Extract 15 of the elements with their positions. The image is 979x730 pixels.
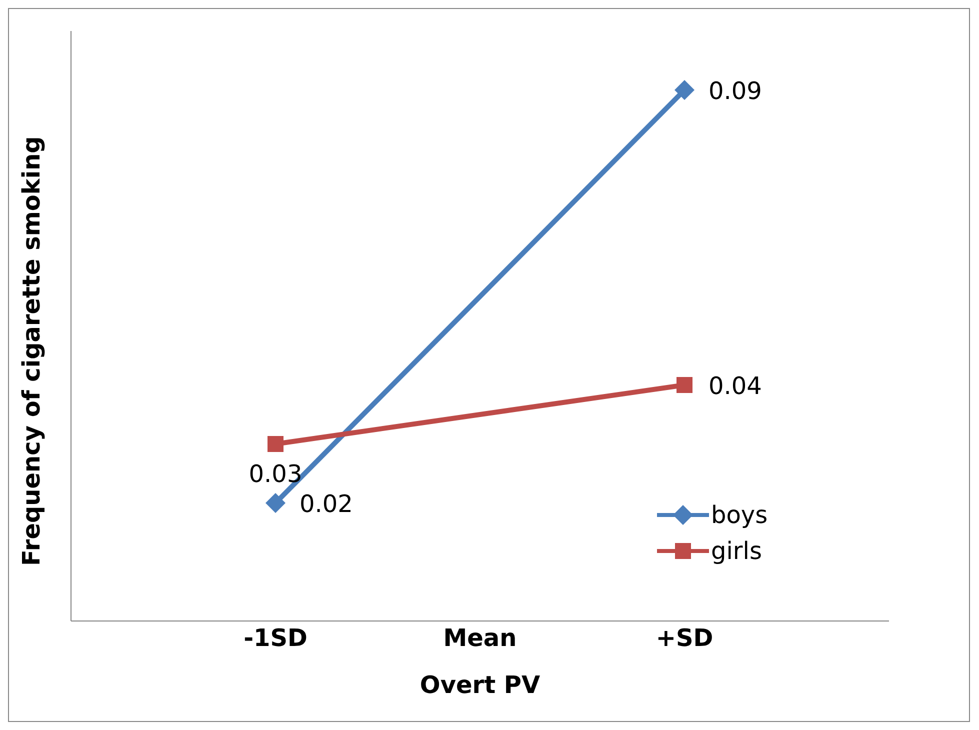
point [266, 493, 286, 513]
legend-label: girls [711, 537, 762, 565]
data-label: 0.09 [708, 77, 762, 105]
x-tick-label: Mean [443, 624, 517, 652]
point [268, 436, 284, 452]
data-label: 0.03 [248, 460, 302, 488]
legend-label: boys [711, 501, 768, 529]
data-label: 0.04 [708, 372, 762, 400]
point [674, 80, 694, 100]
x-tick-label: +SD [656, 624, 714, 652]
y-axis-title: Frequency of cigarette smoking [18, 136, 46, 566]
point [676, 377, 692, 393]
data-label: 0.02 [300, 490, 353, 518]
x-tick-label: -1SD [244, 624, 308, 652]
x-axis-title: Overt PV [420, 671, 540, 699]
